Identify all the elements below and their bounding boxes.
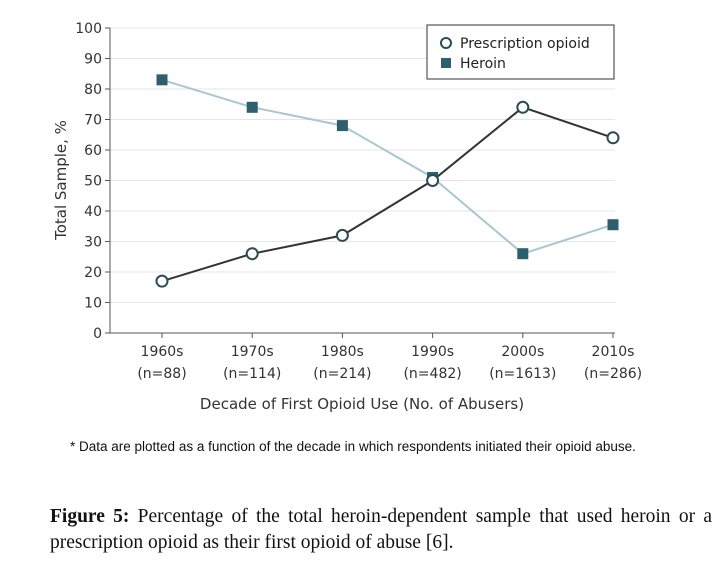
y-tick-label: 60 [84,143,102,159]
y-tick-label: 70 [84,113,102,129]
y-tick-label: 10 [84,296,102,312]
data-point-prescription-opioid [155,274,169,288]
legend-box [426,24,615,80]
data-point-heroin [607,219,619,231]
caption-text: Percentage of the total heroin-dependent… [50,506,712,553]
legend-label-prescription-opioid: Prescription opioid [460,36,590,52]
y-tick-label: 20 [84,265,102,281]
x-tick-sublabel: (n=1613) [489,366,556,382]
y-tick-label: 100 [75,21,102,37]
y-tick-label: 50 [84,174,102,190]
legend-label-heroin: Heroin [460,56,506,72]
series-group [155,74,620,288]
x-tick-sublabel: (n=114) [223,366,281,382]
figure-caption: Figure 5: Percentage of the total heroin… [50,504,712,556]
legend: Prescription opioid Heroin [426,24,615,80]
caption-label: Figure 5: [50,506,130,527]
line-chart: 0 10 20 30 40 50 60 70 80 90 100 1960s (n=88) 1970s (… [52,21,642,413]
data-point-prescription-opioid [426,174,440,187]
y-tick-label: 0 [93,326,102,342]
y-tick-label: 40 [84,204,102,220]
data-point-heroin [156,74,168,86]
data-point-prescription-opioid [516,100,530,114]
series-line-heroin [161,78,614,255]
data-point-heroin [336,120,348,132]
x-tick-label: 2000s [501,344,544,360]
x-tick-label: 1980s [321,344,364,360]
x-tick-label: 2010s [592,344,635,360]
series-line-prescription-opioid [161,106,614,283]
data-point-prescription-opioid [245,247,259,261]
x-tick-label: 1960s [141,344,184,360]
x-tick-sublabel: (n=214) [313,366,371,382]
y-tick-label: 30 [84,235,102,251]
x-axis-ticks: 1960s (n=88) 1970s (n=114) 1980s (n=214) 1990s… [137,333,642,382]
y-axis-title: Total Sample, % [52,120,70,241]
data-point-prescription-opioid [335,228,349,242]
y-tick-label: 90 [84,52,102,68]
x-tick-sublabel: (n=286) [584,366,642,382]
y-tick-label: 80 [84,82,102,98]
legend-marker-prescription-opioid [440,37,452,49]
data-point-prescription-opioid [606,131,620,145]
y-axis-ticks: 0 10 20 30 40 50 60 70 80 90 100 [75,21,110,342]
x-axis-title: Decade of First Opioid Use (No. of Abuse… [200,395,524,413]
legend-marker-heroin [441,58,451,68]
x-tick-label: 1970s [231,344,274,360]
x-tick-sublabel: (n=88) [137,366,186,382]
x-tick-label: 1990s [411,344,454,360]
x-tick-sublabel: (n=482) [403,366,461,382]
data-point-heroin [246,101,258,113]
data-point-heroin [517,248,529,260]
footnote: * Data are plotted as a function of the … [70,439,636,454]
